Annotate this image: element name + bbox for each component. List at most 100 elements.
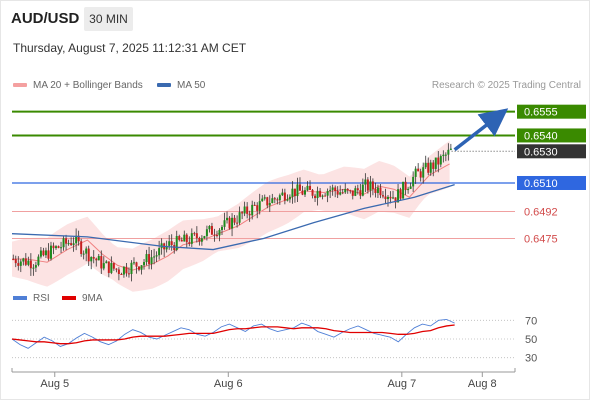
candle-body	[371, 181, 374, 189]
legend-label-bollinger: MA 20 + Bollinger Bands	[33, 80, 143, 91]
candle-body	[190, 233, 193, 244]
candle-body	[218, 229, 221, 236]
candle-body	[175, 236, 178, 251]
candle-body	[155, 255, 158, 257]
rsi-series-rsi	[11, 318, 455, 349]
candle-body	[276, 199, 279, 201]
level-label-pivot: 0.6510	[524, 178, 558, 190]
legend-label-rsi: RSI	[33, 293, 50, 304]
candle-body	[366, 179, 369, 191]
legend-ma50: MA 50	[157, 80, 205, 91]
candle-body	[444, 154, 447, 156]
candle-body	[223, 220, 226, 227]
candle-body	[22, 258, 25, 262]
candle-body	[138, 266, 141, 270]
candle-body	[19, 261, 22, 266]
candle-body	[17, 263, 20, 266]
candle-body	[14, 259, 17, 264]
candle-body	[351, 190, 354, 196]
candle-body	[42, 250, 45, 256]
candle-body	[278, 195, 281, 201]
x-axis-tick-label: Aug 6	[214, 378, 243, 390]
candle-body	[143, 262, 146, 266]
candle-body	[376, 187, 379, 193]
candle-body	[80, 241, 83, 254]
timeframe-button[interactable]: 30 MIN	[84, 7, 133, 31]
candle-body	[107, 261, 110, 273]
candle-body	[414, 168, 417, 177]
candle-body	[283, 192, 286, 201]
candles-layer	[12, 143, 452, 282]
candle-body	[402, 181, 405, 199]
candle-body	[301, 190, 304, 195]
candle-body	[273, 198, 276, 200]
candle-body	[407, 188, 410, 191]
candle-body	[85, 248, 88, 254]
level-tag-resistance	[517, 128, 586, 143]
candle-body	[316, 190, 319, 199]
candle-body	[122, 266, 125, 275]
candle-body	[117, 269, 120, 274]
x-axis-layer: Aug 5 Aug 6 Aug 7 Aug 8	[11, 368, 516, 390]
candle-body	[319, 190, 322, 197]
level-label-resistance: 0.6555	[524, 107, 558, 119]
candle-body	[47, 250, 50, 259]
candle-body	[32, 267, 35, 269]
candle-body	[34, 265, 37, 268]
symbol-title: AUD/USD	[11, 10, 80, 27]
candle-body	[102, 263, 105, 269]
candle-body	[208, 226, 211, 230]
candle-body	[419, 171, 422, 178]
candle-body	[399, 189, 402, 199]
candle-body	[145, 254, 148, 263]
candle-body	[291, 188, 294, 197]
candle-body	[153, 256, 156, 258]
candle-body	[392, 197, 395, 199]
candle-body	[384, 196, 387, 200]
candle-body	[170, 241, 173, 246]
candle-body	[241, 212, 244, 214]
candle-body	[12, 259, 15, 261]
candle-body	[253, 204, 256, 206]
candle-body	[268, 203, 271, 206]
candle-body	[379, 187, 382, 196]
candle-body	[97, 256, 100, 261]
candle-body	[349, 190, 352, 192]
candle-body	[82, 253, 85, 255]
candle-body	[442, 154, 445, 157]
level-label-support: 0.6492	[524, 207, 558, 219]
rsi-tick-label: 30	[525, 353, 537, 365]
candle-body	[303, 190, 306, 195]
legend-bollinger: MA 20 + Bollinger Bands	[13, 80, 143, 91]
last-price-label: 0.6530	[524, 146, 558, 158]
candle-body	[321, 195, 324, 197]
candle-body	[404, 181, 407, 191]
candle-body	[226, 217, 229, 221]
forecast-arrow	[453, 108, 509, 152]
candle-body	[115, 268, 118, 270]
candle-body	[381, 195, 384, 197]
legend-swatch-9ma	[62, 296, 76, 301]
candle-body	[346, 188, 349, 191]
candle-body	[434, 157, 437, 169]
candle-body	[389, 196, 392, 199]
level-tag-pivot	[517, 175, 586, 190]
candle-body	[39, 250, 42, 257]
candle-body	[67, 243, 70, 245]
x-axis-tick-label: Aug 5	[40, 378, 69, 390]
candle-body	[27, 260, 30, 265]
legend-label-ma50: MA 50	[177, 80, 206, 91]
candle-body	[266, 197, 269, 206]
bollinger-band-layer	[12, 140, 450, 292]
level-tag-resistance	[517, 104, 586, 119]
candle-body	[205, 229, 208, 237]
x-axis-tick-label: Aug 8	[468, 378, 497, 390]
candle-body	[127, 273, 130, 275]
rsi-tick-label: 70	[525, 315, 537, 327]
candle-body	[334, 187, 337, 192]
candle-body	[429, 162, 432, 173]
candle-body	[180, 239, 183, 242]
candle-body	[437, 157, 440, 165]
candle-body	[60, 247, 63, 249]
candle-body	[288, 196, 291, 200]
